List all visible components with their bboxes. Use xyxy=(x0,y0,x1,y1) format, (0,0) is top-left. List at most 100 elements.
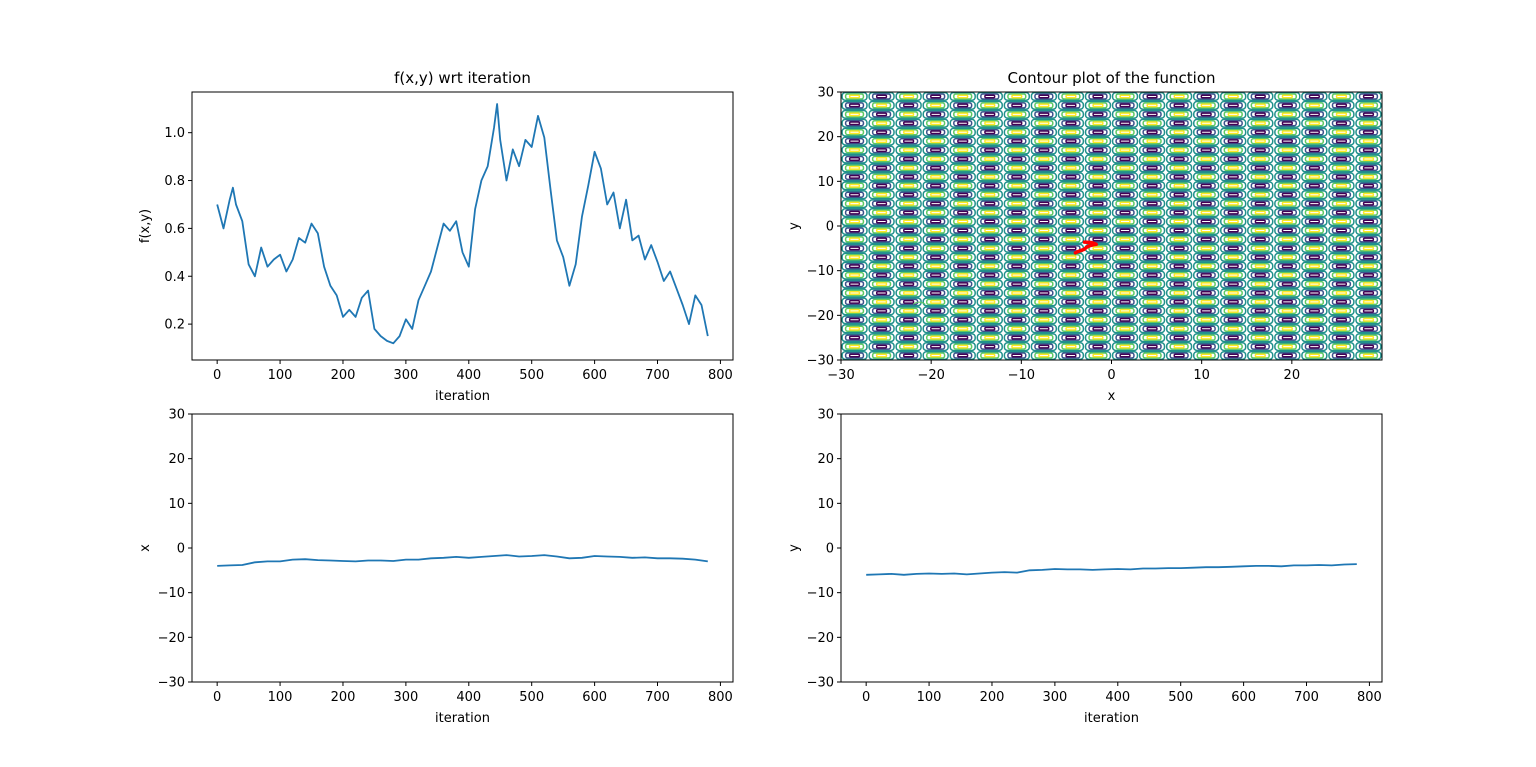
contour-line xyxy=(1065,353,1077,358)
contour-line xyxy=(1223,102,1243,109)
contour-line xyxy=(922,315,949,325)
contour-line xyxy=(1387,165,1405,170)
contour-line xyxy=(1092,192,1104,197)
contour-line xyxy=(1304,280,1325,288)
contour-line xyxy=(1200,264,1212,269)
contour-line xyxy=(898,227,919,234)
contour-line xyxy=(957,156,969,162)
contour-line xyxy=(1277,218,1298,225)
contour-line xyxy=(871,298,892,306)
contour-line xyxy=(1254,192,1266,197)
contour-line xyxy=(1220,109,1247,119)
contour-line xyxy=(1165,109,1193,119)
contour-line xyxy=(1111,208,1139,218)
contour-line xyxy=(903,282,915,287)
contour-line xyxy=(868,288,895,298)
contour-line xyxy=(1200,237,1212,242)
contour-line xyxy=(1247,270,1274,280)
contour-line xyxy=(1358,146,1379,154)
contour-line xyxy=(1138,350,1166,360)
contour-line xyxy=(922,199,949,209)
contour-line xyxy=(925,120,946,127)
contour-line xyxy=(1142,182,1162,190)
contour-line xyxy=(953,200,973,207)
contour-line xyxy=(1274,225,1301,236)
contour-line xyxy=(877,86,887,89)
contour-line xyxy=(981,85,999,90)
contour-line xyxy=(1281,353,1293,358)
contour-line xyxy=(1355,297,1382,307)
contour-line xyxy=(1165,261,1193,271)
contour-line xyxy=(1223,164,1243,172)
contour-line xyxy=(1030,261,1058,271)
contour-line xyxy=(1277,146,1298,154)
contour-line xyxy=(1247,172,1274,182)
contour-line xyxy=(898,307,919,315)
contour-line xyxy=(1084,234,1112,244)
contour-line xyxy=(895,279,922,289)
contour-line xyxy=(953,93,973,100)
contour-line xyxy=(1030,154,1058,164)
contour-line xyxy=(1391,176,1401,179)
contour-line xyxy=(980,271,1000,279)
contour-line xyxy=(1383,102,1408,110)
contour-line xyxy=(1362,121,1375,126)
contour-line xyxy=(895,190,922,200)
y-tick-label: 10 xyxy=(817,497,834,512)
contour-line xyxy=(1146,344,1158,349)
contour-line xyxy=(1200,165,1212,170)
contour-line xyxy=(903,201,915,206)
contour-line xyxy=(1038,156,1050,162)
contour-line xyxy=(1138,154,1166,164)
contour-line xyxy=(1301,216,1328,227)
contour-line xyxy=(1088,280,1108,288)
contour-line xyxy=(1274,163,1301,173)
contour-line xyxy=(1220,154,1247,164)
contour-line xyxy=(868,163,895,173)
contour-line xyxy=(895,342,922,352)
contour-line xyxy=(949,216,976,227)
contour-line xyxy=(1138,163,1166,173)
contour-line xyxy=(930,121,942,126)
contour-line xyxy=(1003,342,1031,352)
y-tick-label: 10 xyxy=(817,175,834,190)
contour-line xyxy=(1165,92,1193,102)
contour-line xyxy=(1057,350,1085,360)
contour-line xyxy=(1173,130,1185,135)
contour-line xyxy=(1227,308,1239,313)
contour-line xyxy=(1387,183,1405,188)
contour-line xyxy=(1254,237,1266,242)
contour-line xyxy=(976,306,1003,316)
contour-line xyxy=(922,163,949,173)
contour-line xyxy=(1328,145,1355,155)
contour-line xyxy=(1362,353,1375,358)
contour-line xyxy=(980,146,1000,154)
contour-line xyxy=(1227,210,1239,215)
y-tick-label: 30 xyxy=(817,86,834,101)
contour-line xyxy=(957,165,969,170)
contour-line xyxy=(1142,307,1162,315)
contour-line xyxy=(1088,146,1108,154)
contour-line xyxy=(984,192,996,197)
contour-line xyxy=(1038,246,1050,251)
contour-line xyxy=(1304,298,1325,306)
contour-line xyxy=(1304,209,1325,216)
contour-line xyxy=(1308,156,1320,162)
contour-line xyxy=(1358,93,1379,100)
contour-line xyxy=(1227,183,1239,188)
contour-line xyxy=(1065,201,1077,206)
contour-line xyxy=(1084,163,1112,173)
contour-line xyxy=(1274,145,1301,155)
contour-line xyxy=(1142,325,1162,332)
contour-line xyxy=(1274,279,1301,289)
contour-line xyxy=(844,93,865,100)
contour-line xyxy=(895,225,922,236)
contour-line xyxy=(1328,234,1355,244)
contour-line xyxy=(841,252,868,262)
contour-line xyxy=(1142,289,1162,297)
contour-line xyxy=(1084,297,1112,307)
contour-line xyxy=(844,227,865,234)
contour-line xyxy=(1034,120,1054,127)
contour-line xyxy=(1227,94,1239,99)
contour-line xyxy=(1119,237,1131,242)
